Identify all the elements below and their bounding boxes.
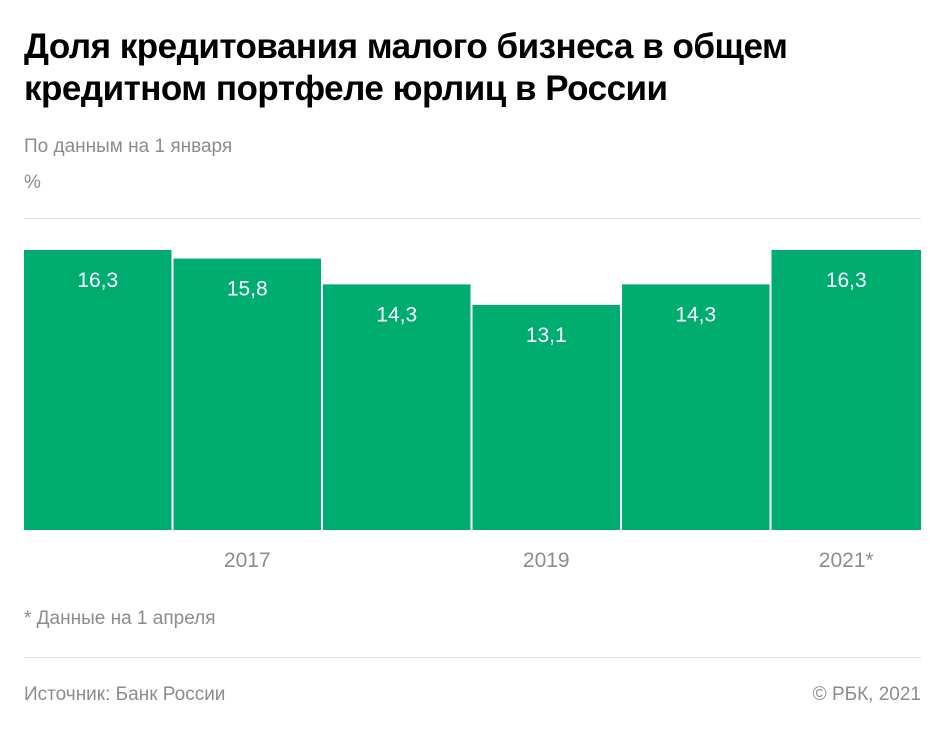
x-tick-label-2021*: 2021* bbox=[819, 549, 874, 572]
top-divider bbox=[24, 218, 921, 219]
bar-2020 bbox=[622, 284, 770, 530]
bar-chart: 16,3 15,8 2017 14,3 13,1 2019 14,3 16,3 2021* bbox=[24, 250, 921, 572]
bar-2018 bbox=[323, 284, 471, 530]
value-label-2018: 14,3 bbox=[376, 303, 417, 326]
chart-title: Доля кредитования малого бизнеса в общем… bbox=[24, 27, 788, 108]
unit-label: % bbox=[24, 172, 41, 193]
value-label-2021*: 16,3 bbox=[826, 269, 867, 292]
x-tick-label-2017: 2017 bbox=[224, 549, 271, 572]
copyright-label: © РБК, 2021 bbox=[812, 684, 921, 705]
bar-2017 bbox=[173, 258, 321, 530]
chart-subtitle: По данным на 1 января bbox=[24, 136, 233, 157]
value-label-2017: 15,8 bbox=[227, 278, 268, 301]
bar-2021* bbox=[771, 250, 921, 530]
footnote: * Данные на 1 апреля bbox=[24, 608, 216, 629]
source-label: Источник: Банк России bbox=[24, 684, 226, 705]
x-tick-label-2019: 2019 bbox=[523, 549, 570, 572]
bottom-divider bbox=[24, 657, 921, 658]
value-label-2020: 14,3 bbox=[675, 303, 716, 326]
value-label-2016: 16,3 bbox=[77, 269, 118, 292]
bar-2019 bbox=[472, 304, 620, 530]
value-label-2019: 13,1 bbox=[526, 324, 567, 347]
bar-2016 bbox=[24, 250, 172, 530]
